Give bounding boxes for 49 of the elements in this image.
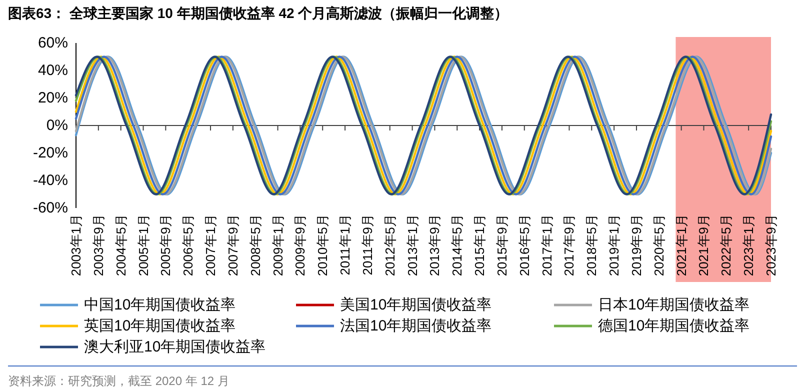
x-tick-label: 2003年9月 <box>90 214 106 276</box>
x-tick-label: 2021年1月 <box>674 214 689 276</box>
x-tick-label: 2009年9月 <box>292 214 308 276</box>
x-tick-label: 2005年1月 <box>136 214 151 276</box>
x-tick-label: 2020年5月 <box>651 214 666 276</box>
legend-label: 日本10年期国债收益率 <box>598 296 750 314</box>
y-tick-label: -60% <box>32 200 68 216</box>
x-tick-label: 2012年5月 <box>382 214 398 276</box>
x-tick-label: 2017年1月 <box>539 214 554 276</box>
y-tick-label: 60% <box>38 34 68 52</box>
x-tick-label: 2013年9月 <box>427 214 442 276</box>
x-tick-label: 2017年9月 <box>562 214 577 276</box>
x-tick-label: 2004年5月 <box>113 214 128 276</box>
x-tick-label: 2011年9月 <box>360 214 375 276</box>
x-tick-label: 2018年5月 <box>584 214 600 276</box>
line-series <box>74 56 772 196</box>
chart-title: 图表63： 全球主要国家 10 年期国债收益率 42 个月高斯滤波（振幅归一化调整） <box>8 5 508 21</box>
legend-label: 中国10年期国债收益率 <box>84 296 236 314</box>
x-tick-label: 2007年1月 <box>203 214 218 276</box>
x-tick-label: 2010年5月 <box>315 214 330 276</box>
x-tick-label: 2005年9月 <box>158 214 174 276</box>
y-tick-label: 20% <box>38 90 68 106</box>
y-tick-label: -20% <box>32 144 68 162</box>
y-tick-label: -40% <box>32 172 68 189</box>
x-tick-label: 2021年9月 <box>696 214 712 276</box>
legend-label: 英国10年期国债收益率 <box>84 318 236 334</box>
y-tick-label: 40% <box>38 62 68 79</box>
x-tick-label: 2023年1月 <box>741 214 756 276</box>
y-tick-label: 0% <box>46 117 68 134</box>
x-tick-label: 2015年9月 <box>494 214 510 276</box>
legend-label: 德国10年期国债收益率 <box>598 318 750 334</box>
legend-label: 澳大利亚10年期国债收益率 <box>84 338 266 356</box>
x-tick-label: 2006年5月 <box>180 214 196 276</box>
x-tick-label: 2023年9月 <box>764 214 778 276</box>
x-tick-label: 2014年5月 <box>450 214 465 276</box>
x-tick-label: 2016年5月 <box>516 214 532 276</box>
x-tick-label: 2008年5月 <box>248 214 263 276</box>
x-tick-label: 2019年1月 <box>606 214 622 276</box>
x-tick-label: 2022年5月 <box>718 214 734 276</box>
legend-label: 美国10年期国债收益率 <box>340 296 492 314</box>
x-tick-label: 2009年1月 <box>270 214 286 276</box>
text: 资料来源：研究预测，截至 2020 年 12 月 <box>8 374 230 388</box>
x-tick-label: 2007年9月 <box>225 214 240 276</box>
x-tick-label: 2019年9月 <box>628 214 644 276</box>
legend-label: 法国10年期国债收益率 <box>340 318 492 334</box>
x-tick-label: 2003年1月 <box>68 214 84 276</box>
x-tick-label: 2013年1月 <box>404 214 420 276</box>
x-tick-label: 2011年1月 <box>338 214 353 276</box>
x-tick-label: 2015年1月 <box>472 214 488 276</box>
